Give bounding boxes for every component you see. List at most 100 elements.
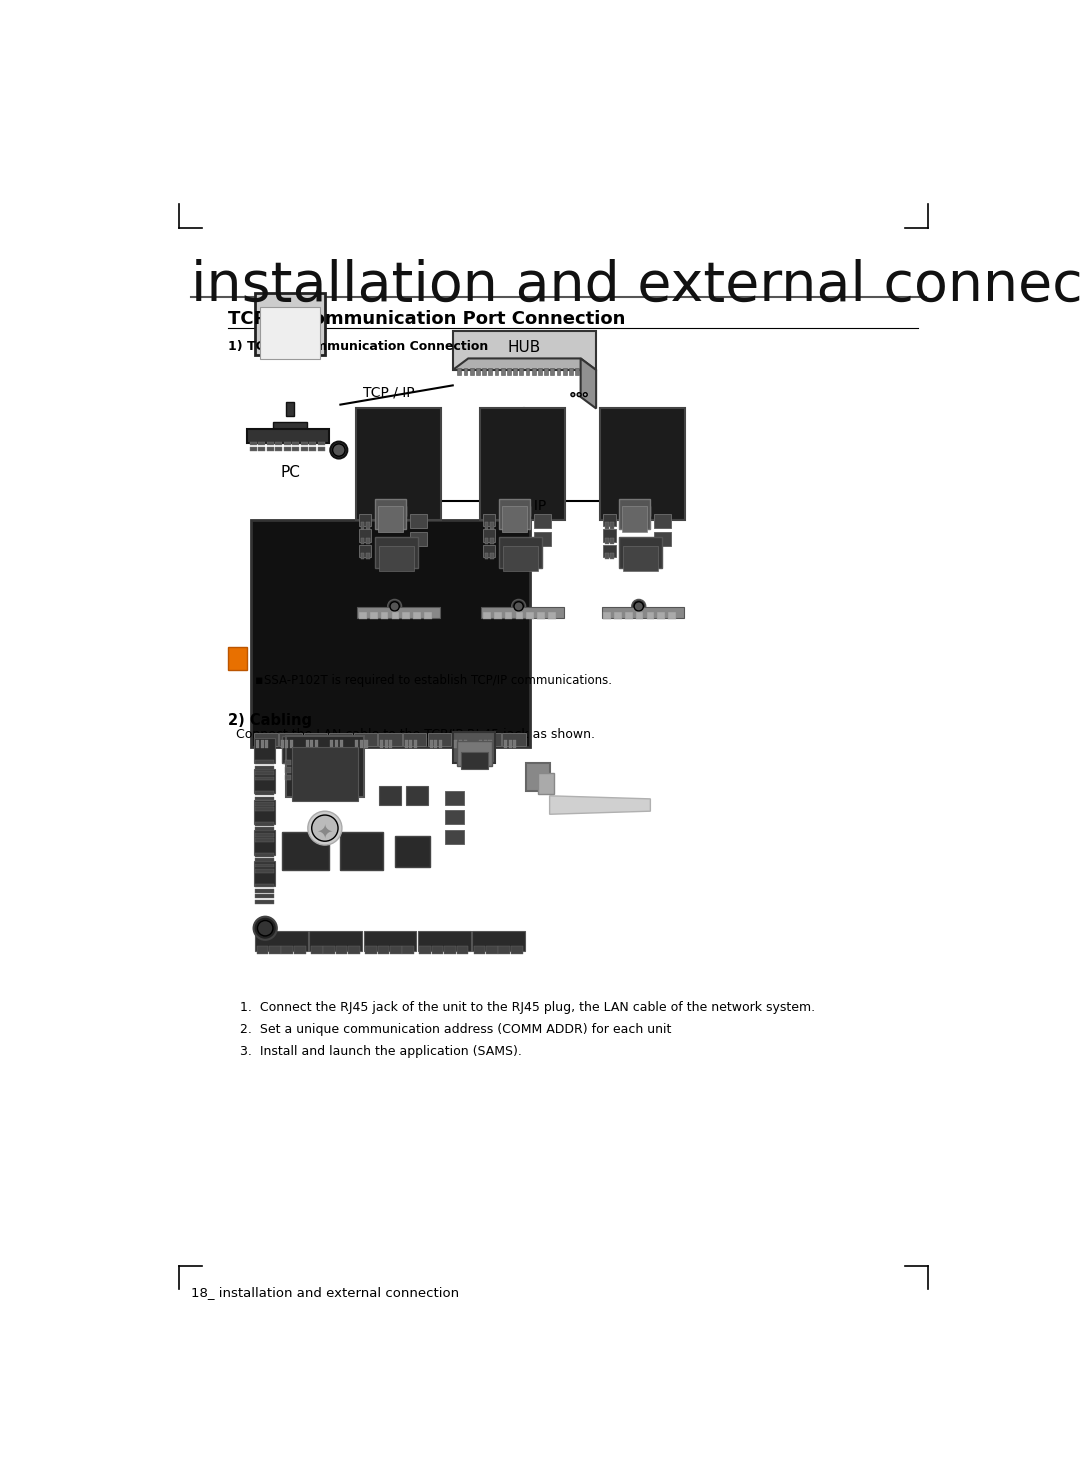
- Bar: [389, 741, 392, 748]
- Bar: [605, 522, 608, 528]
- Bar: [499, 947, 510, 954]
- Text: installation and external connection: installation and external connection: [191, 259, 1080, 312]
- Bar: [610, 538, 613, 544]
- Bar: [603, 529, 616, 541]
- Bar: [255, 791, 273, 796]
- Bar: [359, 612, 367, 620]
- Bar: [364, 932, 416, 951]
- Bar: [519, 368, 524, 376]
- Bar: [266, 741, 268, 748]
- Bar: [310, 760, 316, 765]
- Bar: [515, 506, 530, 516]
- Text: 2.  Set a unique communication address (COMM ADDR) for each unit: 2. Set a unique communication address (C…: [240, 1023, 671, 1035]
- Bar: [499, 498, 530, 529]
- Bar: [255, 827, 273, 831]
- Bar: [359, 529, 372, 541]
- Bar: [625, 612, 633, 620]
- Text: TCP / IP: TCP / IP: [363, 386, 415, 399]
- Bar: [282, 947, 293, 954]
- Bar: [255, 766, 273, 769]
- Bar: [463, 368, 468, 376]
- Bar: [563, 368, 567, 376]
- Bar: [327, 768, 334, 772]
- Bar: [544, 368, 548, 376]
- Bar: [284, 442, 291, 445]
- Circle shape: [333, 444, 345, 456]
- Bar: [284, 760, 291, 765]
- Text: 18_ installation and external connection: 18_ installation and external connection: [191, 1287, 459, 1299]
- Bar: [306, 741, 309, 748]
- Bar: [275, 442, 282, 445]
- Bar: [375, 537, 418, 568]
- Bar: [499, 537, 542, 568]
- Bar: [293, 760, 299, 765]
- Bar: [359, 515, 372, 527]
- Bar: [330, 741, 334, 748]
- Bar: [477, 734, 501, 745]
- Bar: [669, 612, 676, 620]
- Bar: [390, 947, 402, 954]
- Bar: [319, 768, 325, 772]
- Bar: [291, 741, 293, 748]
- Bar: [526, 763, 550, 791]
- Bar: [249, 447, 257, 451]
- Bar: [654, 515, 672, 528]
- Bar: [602, 608, 684, 618]
- Bar: [301, 442, 308, 445]
- Text: TCP/IP Communication Port Connection: TCP/IP Communication Port Connection: [228, 311, 625, 328]
- Bar: [457, 741, 491, 766]
- Bar: [293, 768, 299, 772]
- Bar: [293, 447, 299, 451]
- Bar: [318, 447, 325, 451]
- Bar: [457, 947, 469, 954]
- Bar: [378, 506, 403, 531]
- Bar: [463, 741, 467, 748]
- Bar: [294, 947, 306, 954]
- Bar: [345, 775, 350, 781]
- Bar: [275, 447, 282, 451]
- Bar: [309, 447, 316, 451]
- Bar: [485, 538, 488, 544]
- Bar: [260, 741, 264, 748]
- Bar: [482, 368, 486, 376]
- Text: TCP/ IP: TCP/ IP: [499, 498, 546, 513]
- Bar: [394, 836, 430, 867]
- Circle shape: [257, 920, 273, 936]
- Circle shape: [312, 815, 338, 842]
- Bar: [488, 368, 492, 376]
- Bar: [282, 735, 360, 763]
- Bar: [284, 447, 291, 451]
- Bar: [361, 538, 364, 544]
- Bar: [357, 608, 440, 618]
- Text: ▪: ▪: [255, 674, 264, 688]
- Bar: [366, 522, 369, 528]
- Bar: [309, 442, 316, 445]
- Bar: [228, 648, 246, 670]
- Bar: [255, 870, 273, 873]
- Bar: [432, 947, 444, 954]
- Bar: [504, 612, 512, 620]
- Bar: [301, 775, 308, 781]
- Bar: [255, 771, 273, 775]
- Bar: [336, 760, 342, 765]
- Text: !: !: [233, 676, 241, 695]
- Bar: [361, 522, 364, 528]
- Polygon shape: [581, 358, 596, 408]
- Bar: [258, 447, 266, 451]
- Bar: [434, 741, 437, 748]
- Bar: [647, 612, 654, 620]
- Text: 2) Cabling: 2) Cabling: [228, 713, 312, 728]
- Text: 1.  Connect the RJ45 jack of the unit to the RJ45 plug, the LAN cable of the net: 1. Connect the RJ45 jack of the unit to …: [240, 1001, 814, 1015]
- Bar: [535, 515, 551, 528]
- Bar: [482, 608, 564, 618]
- Bar: [348, 947, 360, 954]
- Bar: [622, 506, 647, 531]
- Bar: [603, 612, 611, 620]
- Bar: [378, 947, 389, 954]
- Bar: [490, 522, 494, 528]
- Bar: [359, 544, 372, 558]
- Bar: [531, 368, 536, 376]
- Bar: [414, 741, 417, 748]
- Bar: [458, 368, 461, 376]
- Bar: [255, 864, 273, 867]
